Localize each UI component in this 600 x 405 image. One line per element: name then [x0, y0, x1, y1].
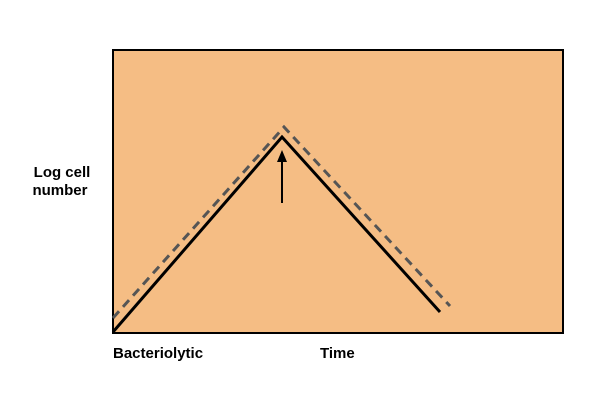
x-label: Time	[320, 345, 355, 362]
arrow-head	[277, 150, 287, 162]
y-label-line: Log cell	[34, 164, 91, 181]
dashed-curve	[111, 124, 452, 320]
solid-curve	[111, 134, 442, 333]
plot-area	[112, 49, 564, 334]
corner-label: Bacteriolytic	[113, 345, 203, 362]
y-label-line: number	[32, 182, 87, 199]
